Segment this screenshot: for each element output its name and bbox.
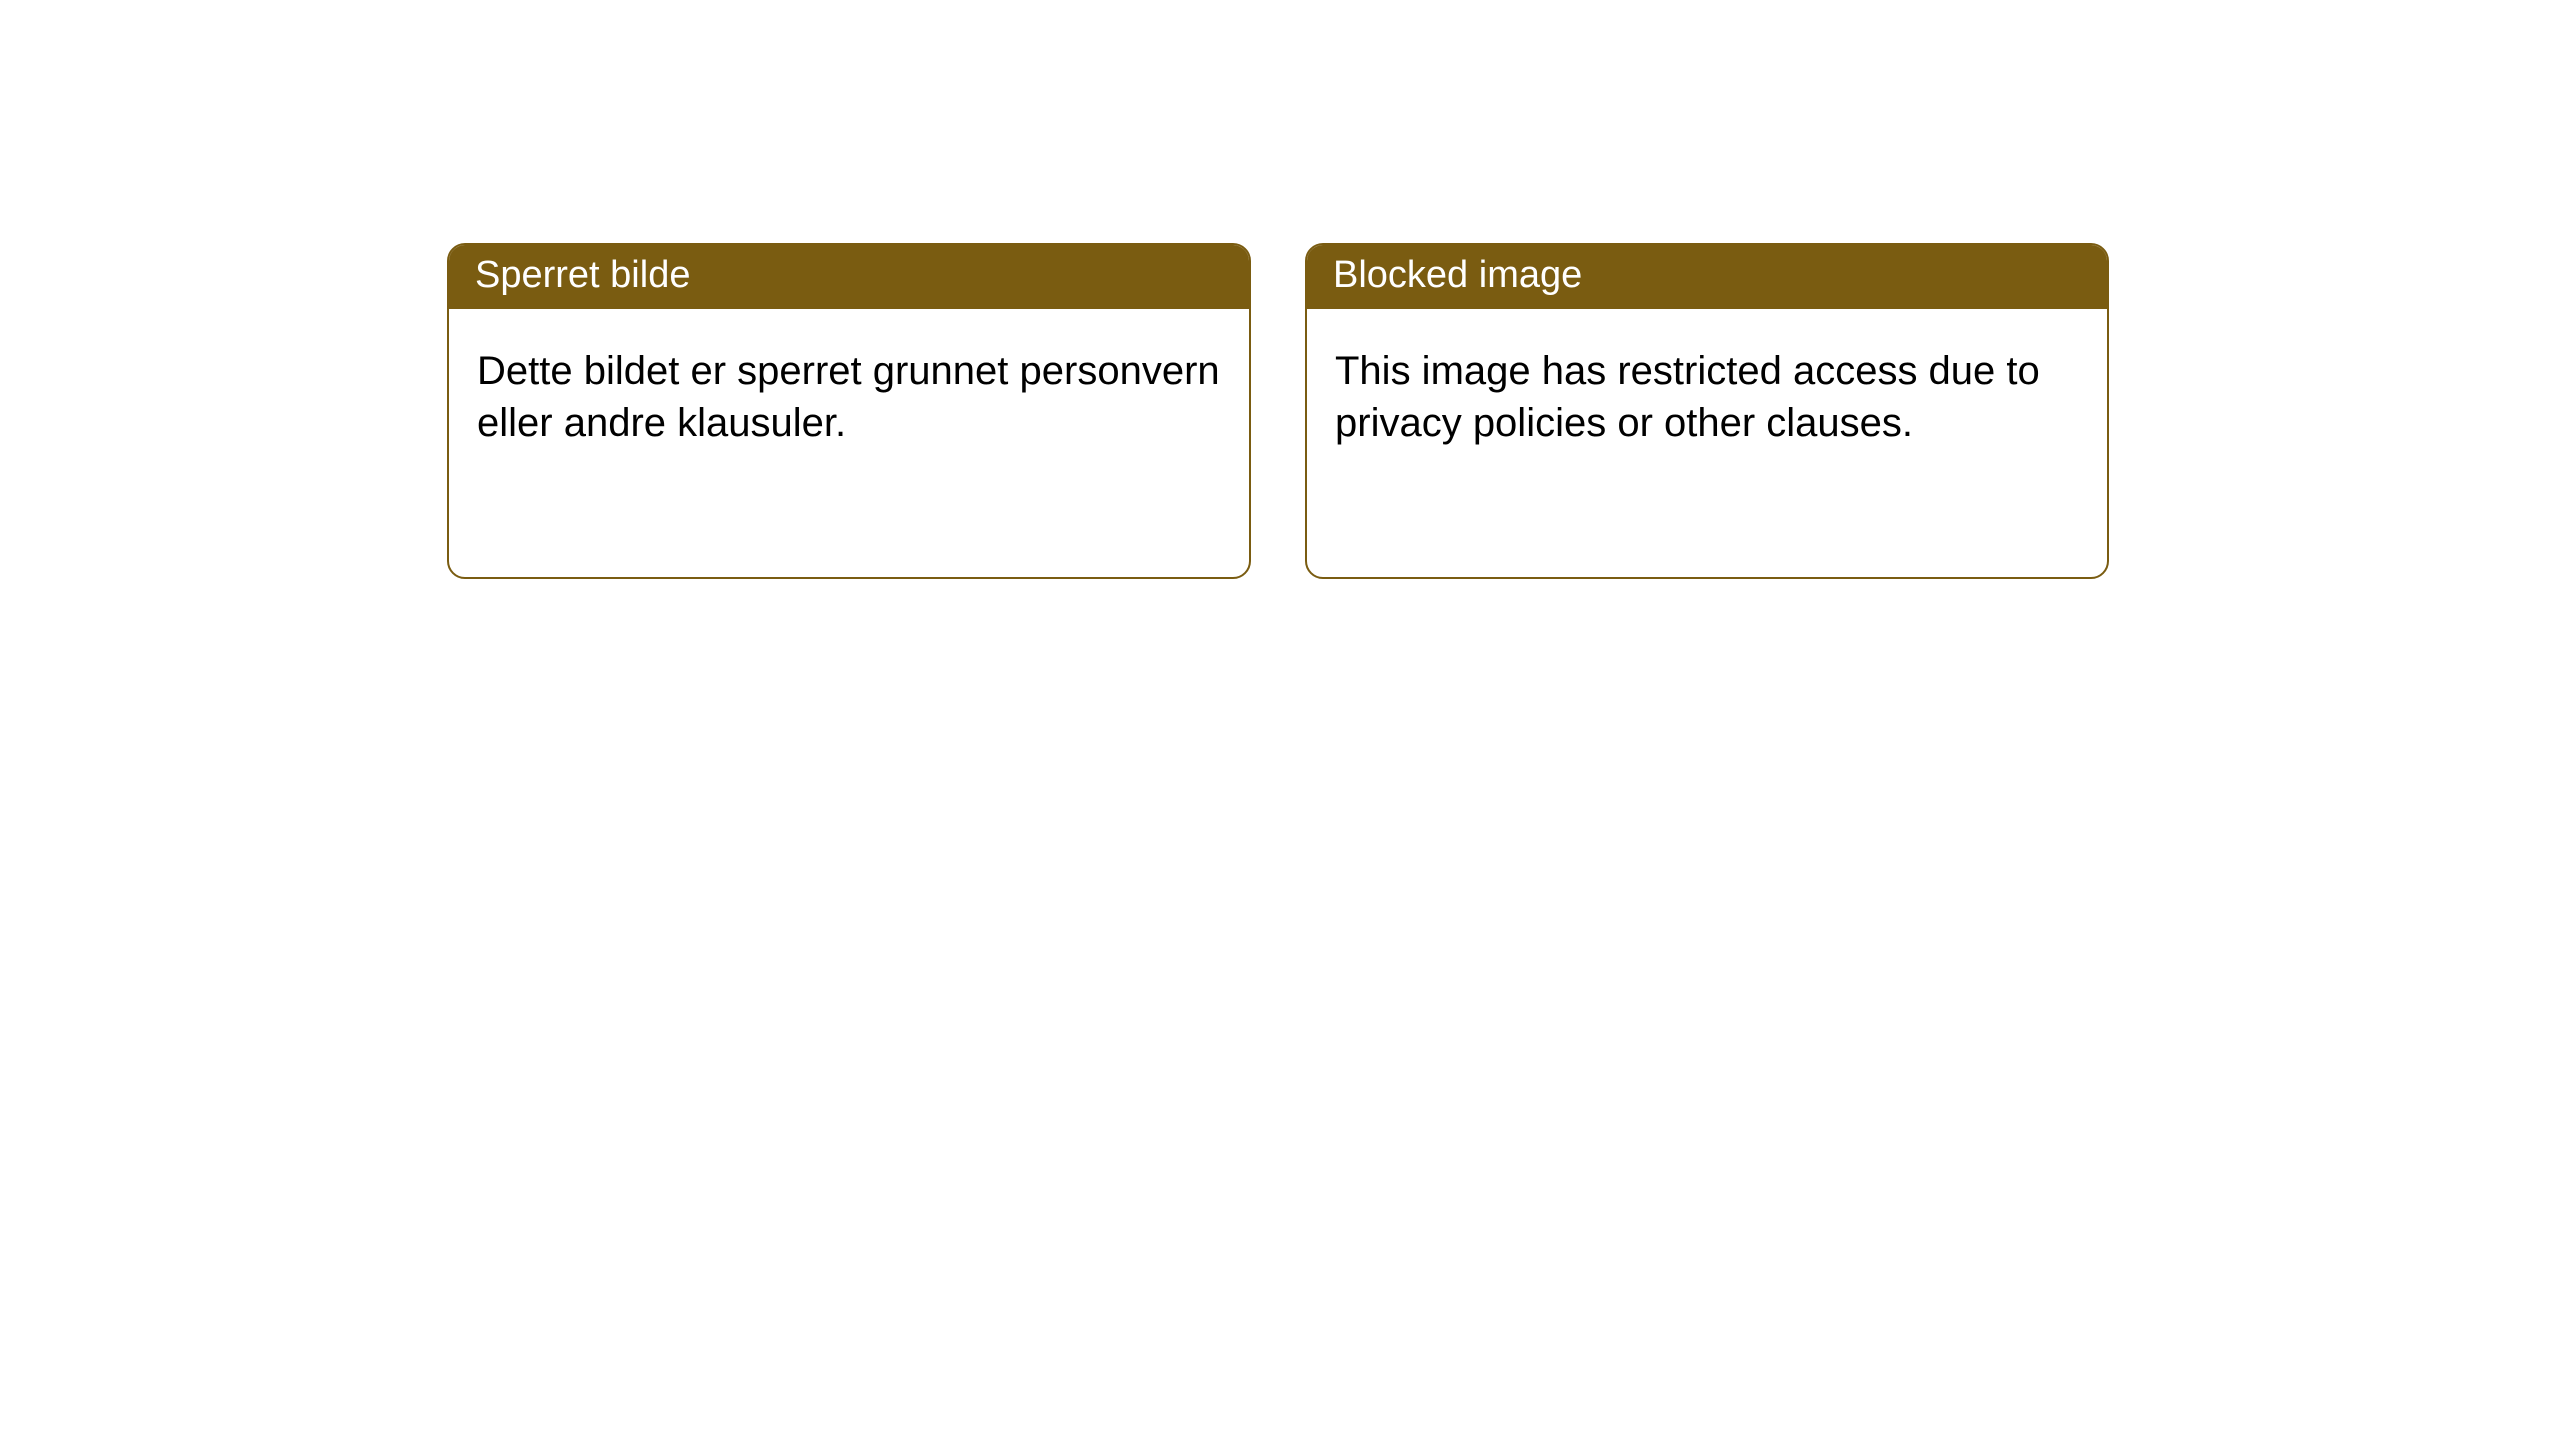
- notice-container: Sperret bilde Dette bildet er sperret gr…: [0, 0, 2560, 579]
- notice-text-norwegian: Dette bildet er sperret grunnet personve…: [477, 349, 1220, 445]
- notice-card-english: Blocked image This image has restricted …: [1305, 243, 2109, 579]
- notice-body-english: This image has restricted access due to …: [1307, 309, 2107, 485]
- notice-card-norwegian: Sperret bilde Dette bildet er sperret gr…: [447, 243, 1251, 579]
- notice-header-english: Blocked image: [1307, 245, 2107, 309]
- notice-text-english: This image has restricted access due to …: [1335, 349, 2040, 445]
- notice-title-english: Blocked image: [1333, 254, 1582, 296]
- notice-header-norwegian: Sperret bilde: [449, 245, 1249, 309]
- notice-title-norwegian: Sperret bilde: [475, 254, 690, 296]
- notice-body-norwegian: Dette bildet er sperret grunnet personve…: [449, 309, 1249, 485]
